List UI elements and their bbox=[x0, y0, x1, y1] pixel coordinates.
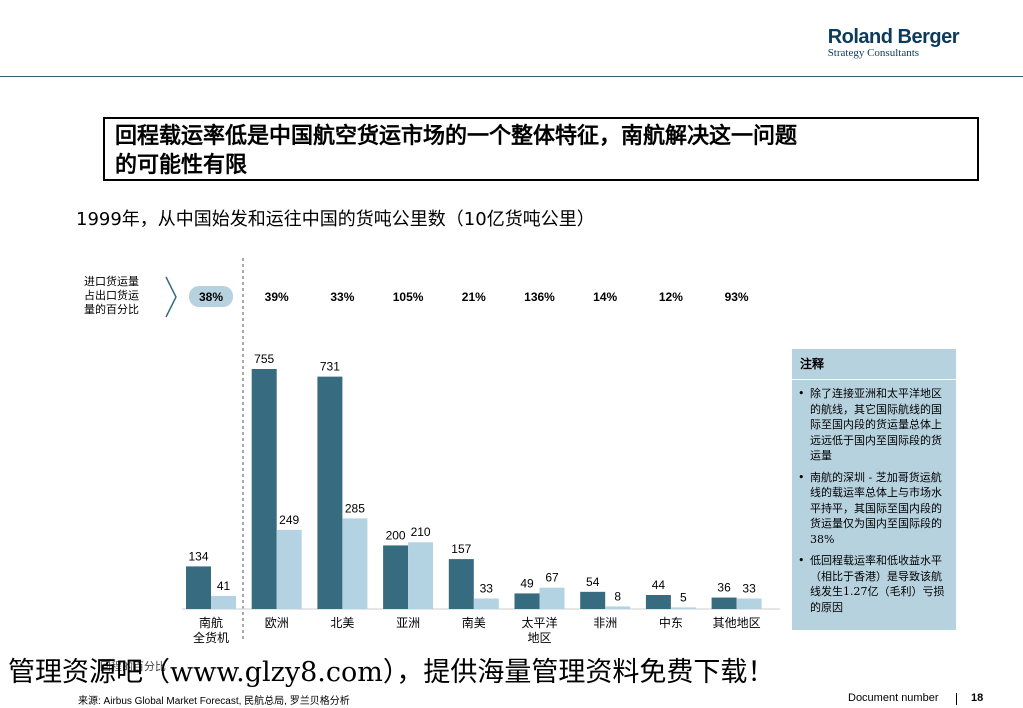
footer-divider bbox=[956, 693, 957, 705]
bar-value-label: 5 bbox=[680, 590, 687, 604]
bar-value-label: 755 bbox=[254, 352, 274, 366]
note-item: 低回程载运率和低收益水平（相比于香港）是导致该航线发生1.27亿（毛利）亏损的原… bbox=[798, 553, 948, 615]
slide-title: 回程载运率低是中国航空货运市场的一个整体特征，南航解决这一问题 的可能性有限 bbox=[115, 122, 797, 180]
percent-value: 39% bbox=[265, 290, 289, 304]
notes-header: 注释 bbox=[792, 349, 956, 380]
bar-return bbox=[670, 607, 696, 609]
source-note: 来源: Airbus Global Market Forecast, 民航总局,… bbox=[78, 696, 350, 707]
bar-return bbox=[342, 518, 368, 609]
category-label: 北美 bbox=[330, 616, 354, 630]
chart-title: 1999年，从中国始发和运往中国的货吨公里数（10亿货吨公里） bbox=[76, 209, 595, 230]
bar-value-label: 210 bbox=[411, 525, 431, 539]
title-box: 回程载运率低是中国航空货运市场的一个整体特征，南航解决这一问题 的可能性有限 bbox=[103, 117, 979, 181]
bar-outbound bbox=[186, 566, 211, 609]
bar-value-label: 33 bbox=[480, 582, 494, 596]
bar-value-label: 200 bbox=[386, 528, 406, 542]
bar-outbound bbox=[711, 597, 737, 609]
percent-value: 12% bbox=[659, 290, 683, 304]
bar-outbound bbox=[645, 595, 671, 609]
bar-outbound bbox=[317, 376, 343, 609]
bar-return bbox=[539, 587, 565, 609]
bar-value-label: 33 bbox=[742, 582, 756, 596]
bar-value-label: 44 bbox=[652, 578, 666, 592]
percent-label-line: 占出口货运 bbox=[84, 289, 139, 302]
bar-return bbox=[605, 606, 631, 609]
category-label: 非洲 bbox=[593, 616, 617, 630]
bar-return bbox=[276, 529, 302, 609]
bar-value-label: 67 bbox=[545, 571, 559, 585]
percent-label: 进口货运量 占出口货运 量的百分比 bbox=[84, 275, 166, 317]
bar-value-label: 249 bbox=[279, 513, 299, 527]
percent-label-line: 量的百分比 bbox=[84, 303, 139, 316]
notes-list: 除了连接亚洲和太平洋地区的航线，其它国际航线的国际至国内段的货运量总体上远远低于… bbox=[792, 386, 956, 615]
percent-highlight bbox=[189, 286, 233, 307]
bar-outbound bbox=[383, 545, 409, 609]
bar-value-label: 36 bbox=[717, 581, 731, 595]
category-label: 中东 bbox=[659, 615, 683, 630]
percent-value: 38% bbox=[199, 290, 223, 304]
category-label: 其他地区 bbox=[713, 616, 761, 630]
percent-value: 105% bbox=[393, 290, 424, 304]
legend-item: 回程的百分比 bbox=[100, 660, 166, 673]
bar-value-label: 134 bbox=[188, 549, 208, 563]
category-label: 全货机 bbox=[193, 630, 229, 645]
bar-value-label: 41 bbox=[217, 579, 231, 593]
document-number-label: Document number bbox=[848, 692, 939, 704]
percent-value: 93% bbox=[725, 290, 749, 304]
bar-outbound bbox=[514, 593, 540, 609]
bar-outbound bbox=[251, 369, 277, 609]
notes-panel: 注释 除了连接亚洲和太平洋地区的航线，其它国际航线的国际至国内段的货运量总体上远… bbox=[792, 349, 956, 630]
header-divider bbox=[0, 76, 1023, 77]
bar-value-label: 8 bbox=[614, 589, 621, 603]
note-item: 南航的深圳 - 芝加哥货运航线的载运率总体上与市场水平持平，其国际至国内段的货运… bbox=[798, 470, 948, 548]
bar-return bbox=[211, 595, 236, 609]
bar-return bbox=[473, 598, 499, 609]
category-label: 太平洋 bbox=[521, 615, 557, 630]
bracket-chevron-icon bbox=[165, 276, 177, 318]
bar-return bbox=[736, 598, 762, 609]
percent-value: 14% bbox=[593, 290, 617, 304]
watermark: 管理资源吧（www.glzy8.com），提供海量管理资料免费下载！ bbox=[8, 657, 775, 688]
percent-label-line: 进口货运量 bbox=[84, 275, 139, 288]
category-label: 地区 bbox=[527, 631, 551, 645]
category-label: 南美 bbox=[462, 615, 486, 630]
bar-return bbox=[408, 542, 434, 609]
category-label: 南航 bbox=[199, 615, 223, 630]
percent-value: 33% bbox=[330, 290, 354, 304]
brand-tagline: Strategy Consultants bbox=[827, 47, 920, 59]
brand-name: Roland Berger bbox=[827, 26, 960, 48]
title-line-2: 的可能性有限 bbox=[115, 153, 248, 178]
bar-outbound bbox=[448, 559, 474, 609]
page-number: 18 bbox=[971, 692, 984, 704]
title-line-1: 回程载运率低是中国航空货运市场的一个整体特征，南航解决这一问题 bbox=[115, 124, 798, 149]
bar-value-label: 157 bbox=[451, 542, 471, 556]
category-label: 欧洲 bbox=[265, 616, 289, 630]
category-label: 亚洲 bbox=[396, 616, 420, 630]
percent-value: 136% bbox=[524, 290, 555, 304]
percent-value: 21% bbox=[462, 290, 486, 304]
brand-logo: Roland Berger Strategy Consultants bbox=[827, 26, 960, 59]
bar-value-label: 285 bbox=[345, 501, 365, 515]
bar-value-label: 731 bbox=[320, 360, 340, 374]
bar-value-label: 54 bbox=[586, 575, 600, 589]
note-item: 除了连接亚洲和太平洋地区的航线，其它国际航线的国际至国内段的货运量总体上远远低于… bbox=[798, 386, 948, 464]
bar-value-label: 49 bbox=[520, 576, 534, 590]
bar-outbound bbox=[580, 591, 606, 609]
